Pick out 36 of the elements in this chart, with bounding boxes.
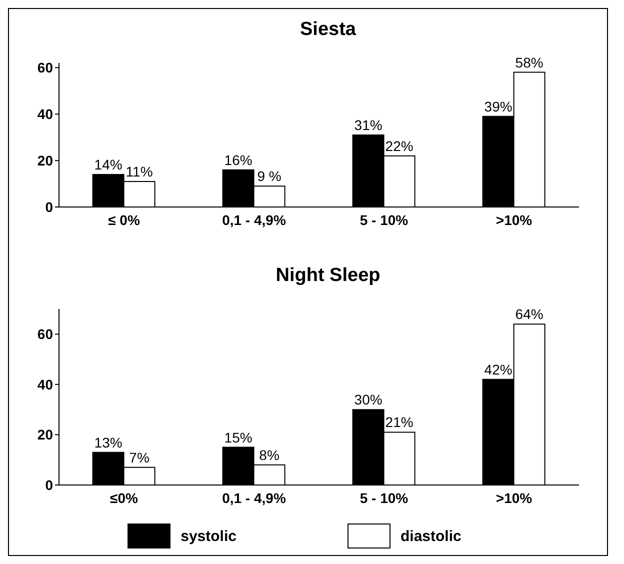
data-label: 7% [129, 449, 150, 466]
x-tick-label: ≤0% [110, 490, 139, 506]
data-label: 42% [484, 361, 512, 378]
legend-label: diastolic [400, 528, 462, 544]
y-tick-label: 40 [37, 376, 54, 392]
x-tick-label: 5 - 10% [360, 490, 409, 506]
x-tick-label: >10% [496, 490, 533, 506]
y-tick-label: 20 [37, 426, 54, 443]
data-label: 58% [515, 54, 544, 70]
data-label: 64% [515, 306, 544, 322]
data-label: 14% [94, 156, 122, 172]
y-tick-label: 0 [45, 476, 54, 493]
data-label: 8% [259, 446, 280, 463]
y-tick-label: 0 [45, 198, 54, 215]
data-label: 21% [385, 414, 414, 430]
y-tick-label: 60 [37, 326, 54, 342]
data-label: 11% [126, 163, 153, 180]
chart-title: Siesta [299, 19, 357, 41]
data-label: 15% [224, 429, 252, 446]
y-tick-label: 60 [37, 60, 54, 76]
chart-title: Night Sleep [274, 265, 382, 287]
data-label: 13% [94, 434, 122, 450]
data-label: 16% [224, 152, 252, 168]
data-label: 39% [484, 98, 512, 114]
data-label: 30% [354, 392, 382, 408]
x-tick-label: >10% [496, 212, 533, 228]
x-tick-label: 5 - 10% [360, 212, 409, 228]
data-label: 31% [354, 117, 382, 133]
data-label: 9 % [257, 168, 282, 184]
x-tick-label: 0,1 - 4,9% [222, 490, 286, 506]
data-label: 22% [385, 138, 414, 154]
legend-label: systolic [180, 528, 236, 544]
x-tick-label: ≤ 0% [108, 212, 140, 228]
x-tick-label: 0,1 - 4,9% [222, 212, 286, 228]
y-tick-label: 40 [37, 106, 54, 122]
y-tick-label: 20 [37, 152, 54, 169]
